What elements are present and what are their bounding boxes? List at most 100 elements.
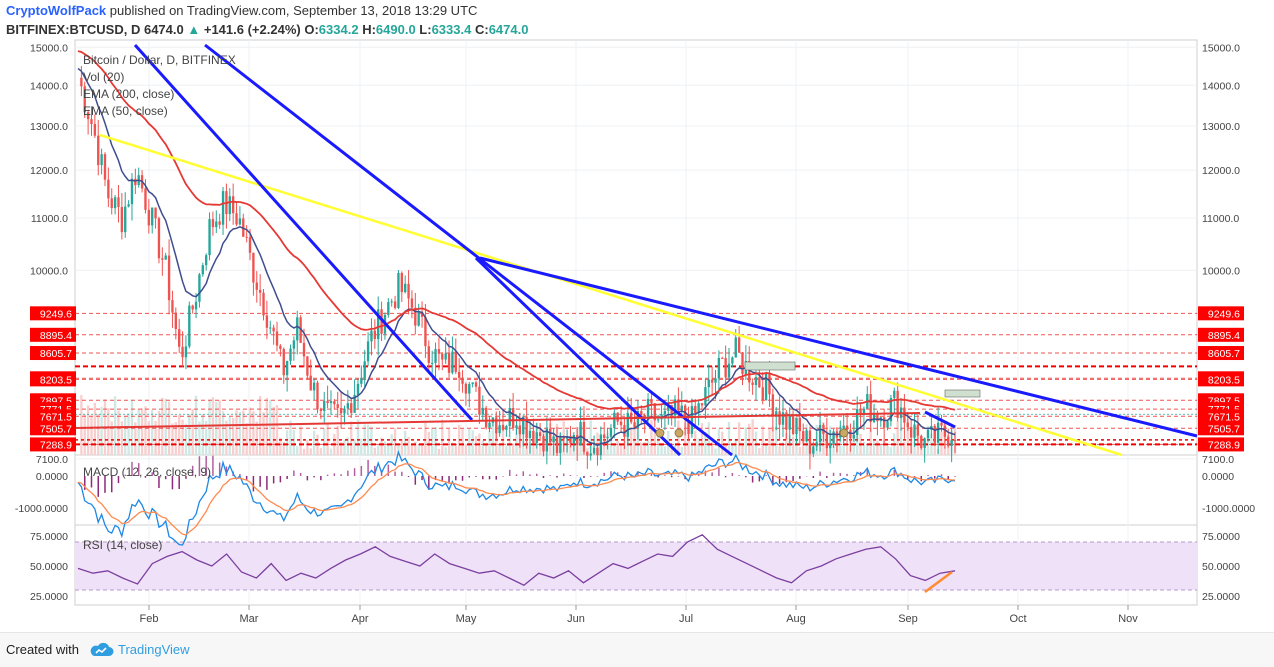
volume-bar (845, 444, 849, 455)
volume-bar (471, 430, 474, 455)
candle-body (596, 447, 599, 456)
candle-body (727, 363, 731, 378)
volume-bar (589, 420, 592, 455)
candle-body (920, 435, 923, 448)
candle-body (248, 237, 252, 253)
candle-body (528, 430, 532, 439)
candle-body (832, 431, 835, 444)
volume-bar (387, 444, 390, 455)
volume-bar (613, 444, 616, 455)
volume-bar (144, 406, 147, 455)
price-tag-left (30, 437, 76, 452)
candle-body (444, 353, 447, 360)
volume-bar (417, 445, 420, 455)
volume-bar (906, 419, 909, 455)
candle-body (312, 382, 316, 391)
price-pane[interactable] (74, 39, 1198, 456)
volume-bar (731, 444, 734, 455)
candle-body (886, 421, 889, 428)
macd-tick-label: -1000.0000 (15, 503, 68, 515)
volume-bar (481, 440, 484, 455)
volume-bar (751, 419, 754, 455)
candle-body (410, 298, 414, 308)
candle-body (282, 349, 285, 376)
candle-body (815, 442, 818, 447)
candle-body (522, 416, 525, 435)
candle-body (326, 401, 329, 404)
candle-body (245, 236, 248, 238)
candle-body (275, 331, 279, 346)
volume-bar (771, 426, 775, 455)
volume-bar (245, 423, 248, 455)
candle-body (97, 135, 100, 166)
candle-body (650, 399, 653, 404)
candle-body (845, 425, 849, 430)
volume-bar (289, 420, 292, 455)
candle-body (741, 352, 744, 374)
low-value: 6333.4 (431, 22, 472, 37)
candle-body (86, 112, 90, 120)
x-tick-label-nov: Nov (1118, 613, 1138, 625)
candle-body (748, 361, 751, 383)
volume-bar (373, 447, 377, 455)
volume-bar (441, 419, 444, 455)
rsi-band (75, 541, 1197, 591)
volume-bar (151, 410, 154, 455)
volume-bar (323, 428, 326, 455)
candle-body (252, 252, 255, 283)
candle-body (538, 432, 542, 437)
price-tag-right (1198, 437, 1244, 452)
y-tick-label-left: 14000.0 (30, 80, 68, 92)
x-tick-label-apr: Apr (351, 613, 368, 625)
volume-bar (424, 422, 427, 455)
volume-bar (312, 430, 316, 455)
candle-body (107, 179, 110, 199)
candlesticks (80, 65, 957, 470)
volume-bar (633, 422, 636, 455)
candle-body (802, 431, 805, 442)
volume-bar (697, 438, 700, 455)
volume-bar (775, 426, 778, 455)
volume-bar (306, 440, 309, 455)
candle-body (404, 283, 407, 293)
x-tick-label-jun: Jun (567, 613, 585, 625)
ema-200-line (77, 50, 956, 411)
volume-bar (690, 442, 694, 455)
volume-bar (299, 426, 302, 455)
author-link[interactable]: CryptoWolfPack (6, 3, 107, 18)
volume-bar (302, 448, 306, 455)
candle-body (936, 422, 940, 443)
candle-body (218, 221, 221, 225)
candle-body (950, 440, 953, 446)
candle-body (309, 375, 312, 391)
macd-pane[interactable] (74, 454, 1198, 526)
candle-body (805, 430, 808, 442)
candle-body (525, 416, 528, 439)
candle-body (576, 435, 579, 446)
candle-body (656, 419, 660, 421)
tradingview-cloud-icon[interactable] (88, 642, 114, 658)
candle-body (373, 330, 377, 339)
candle-body (586, 451, 589, 456)
candle-body (633, 422, 636, 428)
trading-chart[interactable]: Feb Mar Apr May Jun Jul Aug Sep Oct Nov 15000.0 150… (0, 0, 1274, 632)
candle-body (670, 405, 673, 416)
candle-body (420, 311, 424, 317)
volume-bar (269, 400, 272, 455)
volume-bar (444, 447, 447, 455)
candle-body (613, 412, 616, 428)
price-tag-right (1198, 306, 1244, 321)
candle-body (812, 446, 815, 454)
candle-body (414, 307, 417, 326)
volume-bar (329, 448, 333, 455)
volume-bar (866, 443, 869, 455)
candle-body (552, 436, 555, 443)
volume-bar (404, 430, 407, 455)
candle-body (93, 124, 97, 136)
volume-bar (427, 431, 430, 455)
axes: Feb Mar Apr May Jun Jul Aug Sep Oct Nov 15000.0 150… (15, 42, 1255, 625)
y-tick-label-right: 13000.0 (1202, 121, 1240, 133)
candle-body (194, 301, 198, 310)
tradingview-brand-link[interactable]: TradingView (118, 642, 190, 657)
volume-bar (798, 446, 802, 455)
